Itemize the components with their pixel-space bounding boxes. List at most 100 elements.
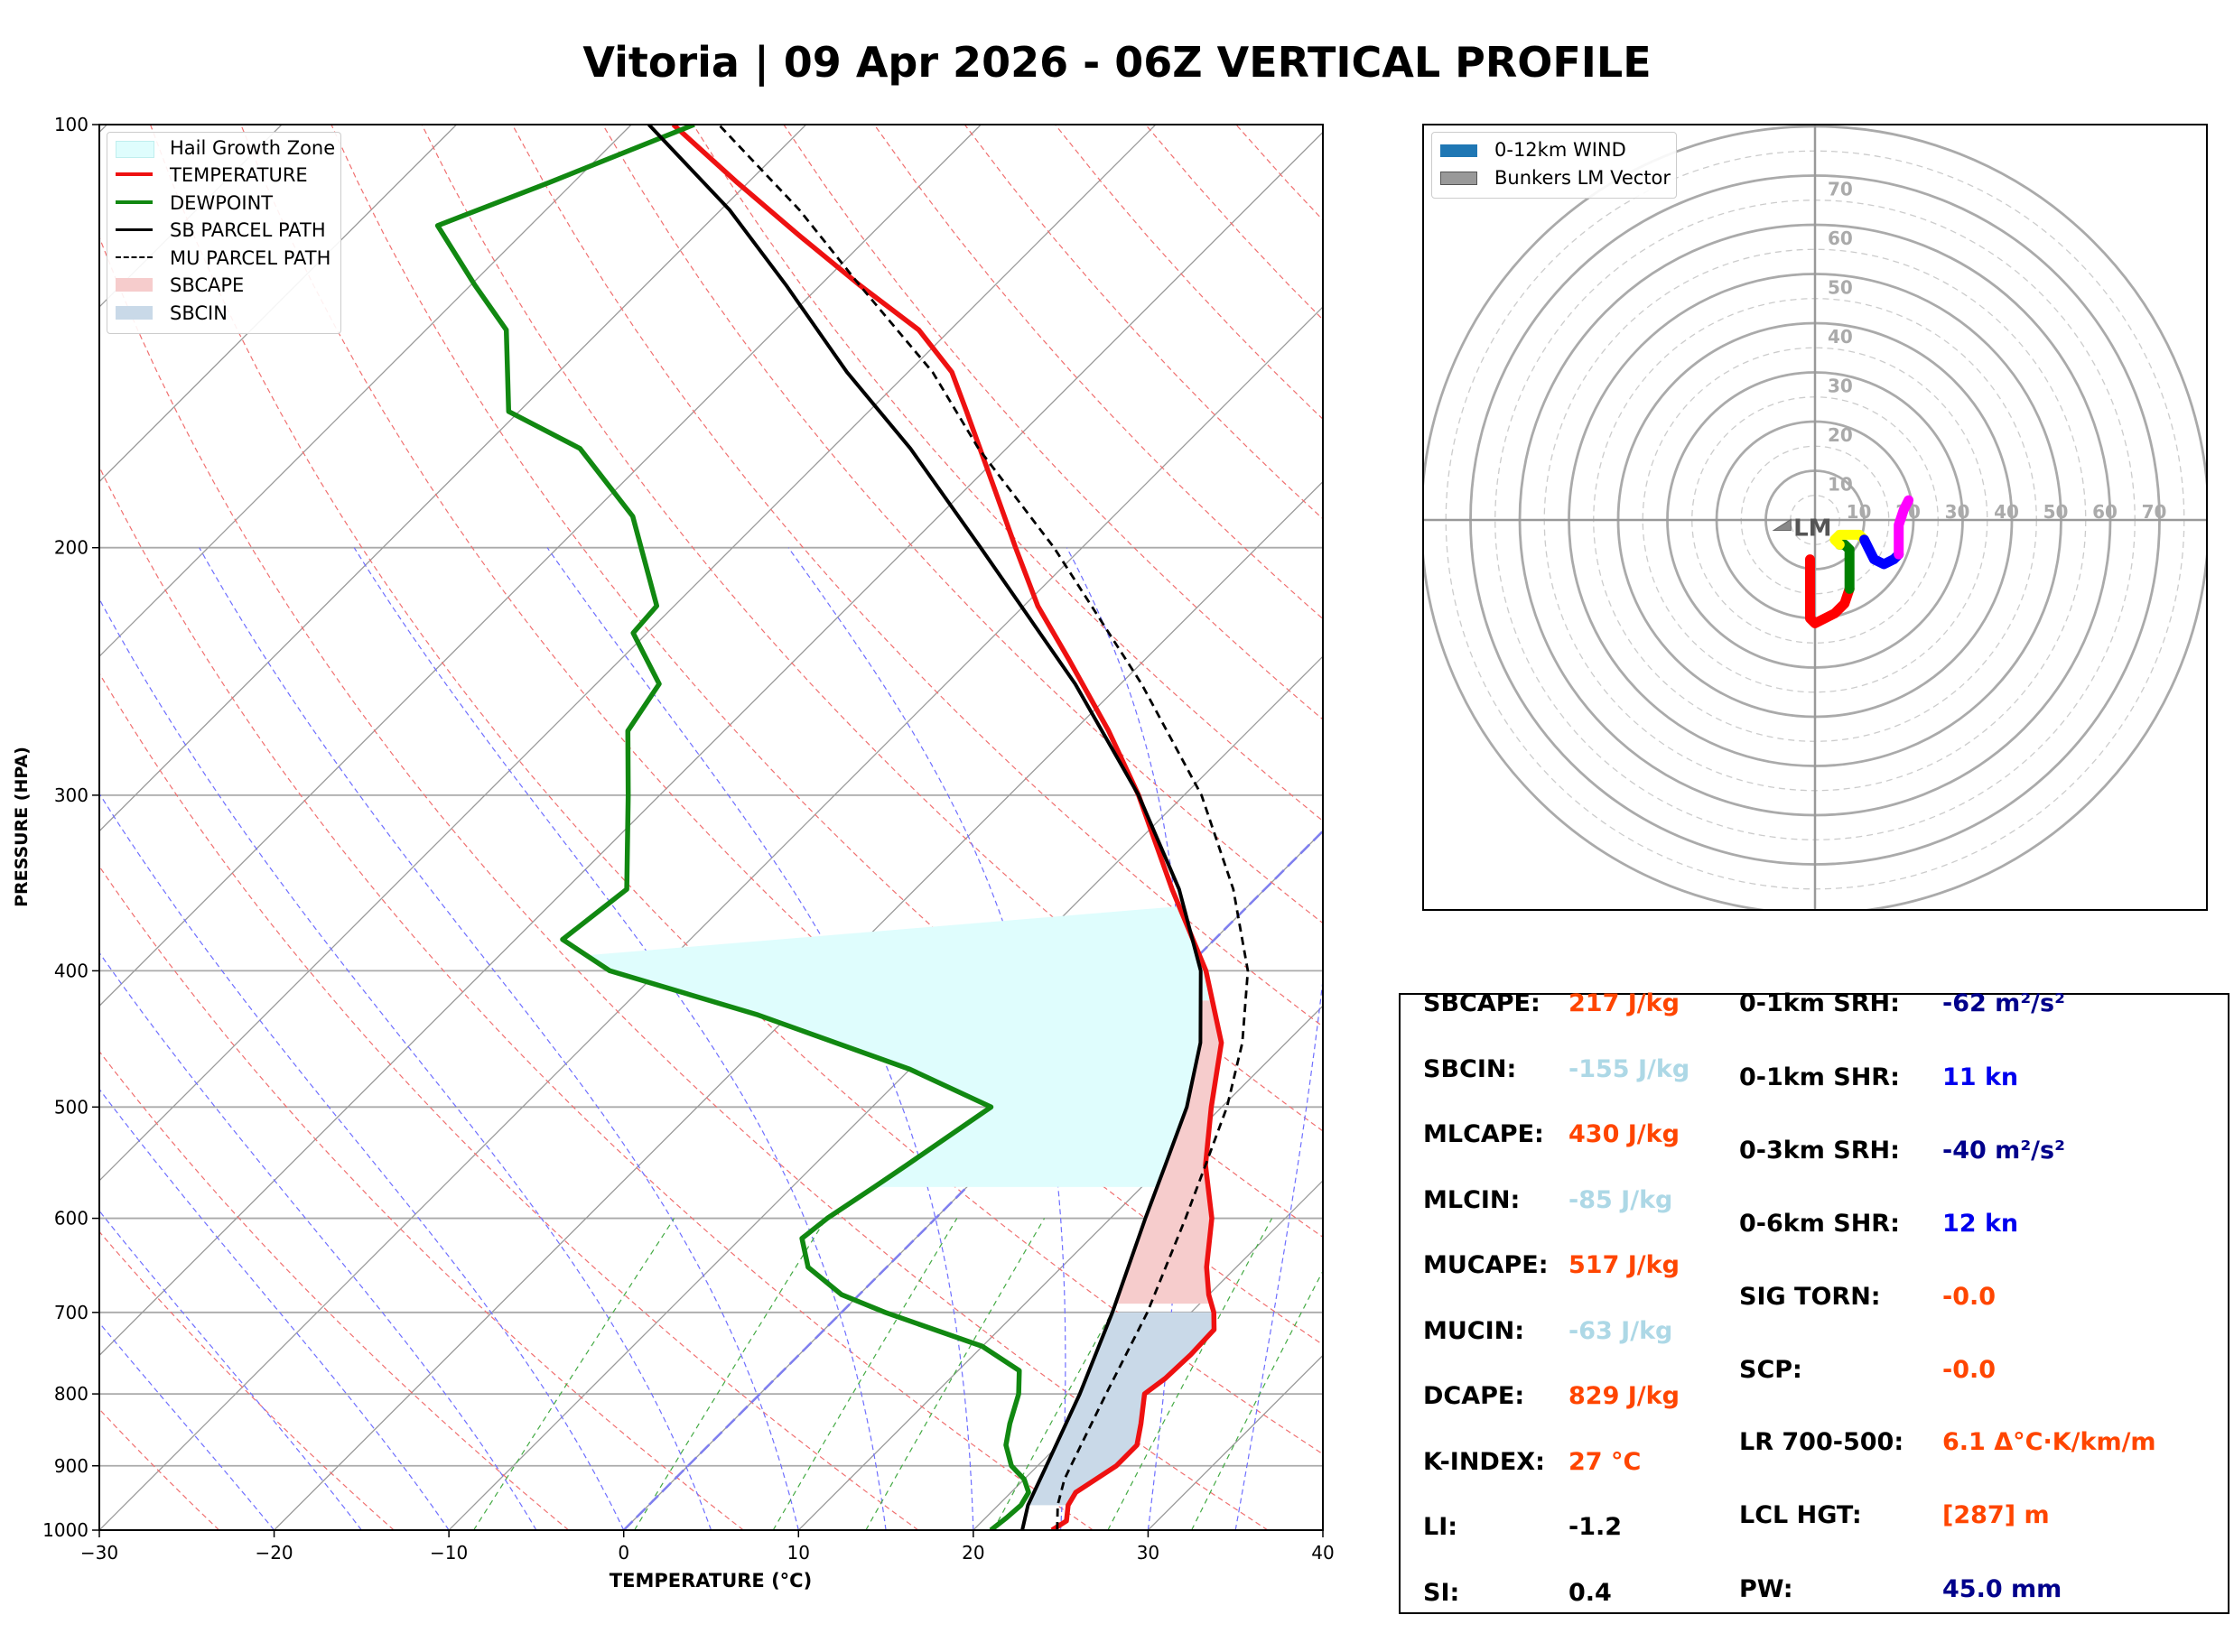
wind-barb [1322, 1007, 1323, 1009]
isotherm-line [99, 125, 807, 832]
moist-adiabat [353, 547, 887, 1530]
legend-sb-parcel-path: SB PARCEL PATH [170, 219, 326, 241]
hodo-segment [1805, 554, 1855, 628]
barb-shaft [1322, 1043, 1323, 1044]
dewpoint-line [434, 125, 1031, 1530]
hodograph-legend: 0-12km WIND Bunkers LM Vector [1431, 132, 1677, 199]
page-title: Vitoria | 09 Apr 2026 - 06Z VERTICAL PRO… [582, 38, 1652, 87]
mixing-ratio-line [1191, 1269, 1323, 1530]
dry-adiabat [873, 125, 1323, 620]
y-tick-label: 400 [54, 960, 88, 981]
mixing-ratio-line [634, 1218, 827, 1530]
index-label-right-0: 0-1km SRH: [1739, 989, 1900, 1017]
barb-shaft [1322, 931, 1323, 933]
dry-adiabat [149, 125, 1323, 1455]
wind-barb [1322, 844, 1323, 846]
isotherm-line [274, 480, 1323, 1530]
barb-shaft [1322, 1218, 1323, 1220]
barb-shaft [1322, 1333, 1323, 1335]
hodo-ring-label-x: 20 [1895, 501, 1921, 523]
x-tick-label: −30 [80, 1542, 118, 1564]
moist-adiabat [199, 547, 799, 1530]
index-label-right-2: 0-3km SRH: [1739, 1137, 1900, 1165]
hodo-minor-ring [1494, 200, 2136, 840]
moist-adiabat [99, 598, 712, 1530]
hodo-minor-ring [1593, 298, 2037, 742]
hodo-ring-label-x: 10 [1847, 501, 1872, 523]
dry-adiabat [99, 1050, 570, 1530]
hodo-segment [1834, 539, 1855, 594]
barb-shaft [1322, 1107, 1323, 1109]
y-axis-label: PRESSURE (HPA) [12, 747, 32, 907]
barb-shaft [1322, 1527, 1323, 1530]
y-tick-label: 800 [54, 1383, 88, 1405]
y-tick-label: 1000 [42, 1519, 88, 1541]
wind-barb [1322, 1192, 1323, 1193]
wind-barb [1322, 931, 1323, 933]
hodo-segment [1894, 495, 1914, 560]
wind-barb [1322, 1165, 1323, 1166]
hodo-segment [1859, 534, 1904, 570]
hodo-ring-label-x: 60 [2092, 501, 2118, 523]
dry-adiabat [99, 1408, 220, 1530]
barb-shaft [1322, 1412, 1323, 1415]
barb-shaft [1323, 78, 1336, 125]
hodo-minor-ring [1445, 150, 2185, 890]
hodo-minor-ring [1543, 248, 2087, 792]
barb-shaft [1322, 1290, 1323, 1292]
barb-shaft [1322, 306, 1323, 308]
hodo-ring [1423, 125, 2207, 910]
wind-barb [1322, 683, 1323, 685]
index-label-left-4: MUCAPE: [1423, 1251, 1549, 1279]
dry-adiabat [99, 865, 744, 1530]
moist-adiabat [1066, 547, 1185, 1530]
barb-shaft [1322, 1075, 1323, 1077]
wind-barb [1322, 465, 1323, 467]
wind-barb [1322, 1218, 1323, 1220]
barb-shaft [1322, 1267, 1323, 1268]
wind-barb [1323, 78, 1336, 125]
wind-barb [1322, 1448, 1323, 1450]
barb-shaft [1322, 1448, 1323, 1450]
dry-adiabat [421, 125, 1323, 1132]
barb-shaft [1322, 1137, 1323, 1138]
barb-shaft [1322, 889, 1323, 891]
hodo-ring [1518, 223, 2112, 817]
dry-adiabat [99, 466, 1094, 1530]
index-label-left-1: SBCIN: [1423, 1054, 1517, 1083]
wind-barb [1322, 1431, 1323, 1433]
y-tick-label: 900 [54, 1455, 88, 1477]
wind-barb [1322, 889, 1323, 891]
legend-swatch-sb-parcel [116, 228, 153, 231]
x-tick-label: 40 [1311, 1542, 1334, 1564]
index-label-right-1: 0-1km SHR: [1739, 1063, 1900, 1091]
legend-bunkers-lm-vector: Bunkers LM Vector [1494, 167, 1671, 189]
index-value-left-3: -85 J/kg [1568, 1185, 1673, 1214]
moist-adiabat [99, 1210, 362, 1530]
barb-shaft [1322, 546, 1323, 548]
hodo-minor-ring [1691, 396, 1939, 644]
legend-swatch-bunkers [1440, 172, 1477, 185]
index-label-right-5: SCP: [1739, 1356, 1802, 1384]
y-tick-label: 600 [54, 1208, 88, 1230]
hodo-ring [1616, 321, 2014, 719]
mixing-ratio-line [1107, 1218, 1273, 1530]
hodo-ring [1469, 174, 2161, 866]
dry-adiabat [99, 672, 919, 1530]
wind-barb [1322, 306, 1323, 308]
barb-shaft [1322, 1192, 1323, 1193]
hodo-ring-label-y: 50 [1828, 277, 1853, 299]
y-tick-label: 200 [54, 537, 88, 559]
index-value-left-8: -1.2 [1568, 1513, 1623, 1541]
wind-barb [1323, 619, 1336, 643]
index-value-right-2: -40 m²/s² [1942, 1137, 2065, 1165]
wind-barb [1322, 1394, 1323, 1396]
skewt-legend: Hail Growth Zone TEMPERATURE DEWPOINT SB… [107, 132, 341, 334]
legend-hail-growth-zone: Hail Growth Zone [170, 137, 336, 159]
barb-shaft [1322, 1007, 1323, 1009]
isotherm-line [99, 125, 458, 483]
index-label-left-0: SBCAPE: [1423, 989, 1541, 1017]
isotherm-line [99, 125, 1157, 1182]
barb-shaft [1322, 371, 1323, 373]
hodo-ring-label-x: 70 [2142, 501, 2167, 523]
